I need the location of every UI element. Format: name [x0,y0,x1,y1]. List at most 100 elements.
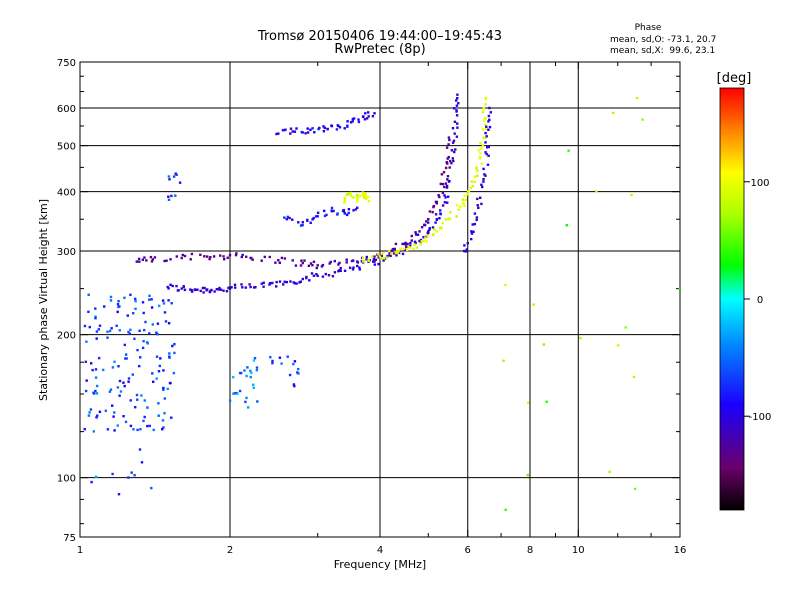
echo-point [173,343,176,346]
echo-point [532,303,535,306]
echo-point [316,211,320,214]
echo-point [449,211,452,214]
echo-point [226,256,229,259]
echo-point [395,254,398,257]
echo-point [447,195,450,198]
echo-point [166,387,169,391]
echo-point [183,288,187,292]
echo-point [399,247,402,250]
echo-point [406,242,409,246]
echo-point [475,216,479,219]
echo-point [409,246,412,249]
echo-point [316,215,319,218]
y-axis-label: Stationary phase Virtual Height [km] [37,199,50,401]
echo-point [157,370,161,373]
echo-point [446,157,449,160]
echo-point [425,240,428,243]
colorbar-ticks: 100 0 -100 [744,178,771,423]
echo-point [321,275,325,278]
echo-point [115,324,118,327]
echo-point [343,127,346,130]
echo-point [437,194,440,197]
echo-point [167,299,170,302]
echo-point [122,381,125,384]
echo-point [361,115,365,118]
echo-point [579,336,582,340]
echo-point [132,428,135,431]
echo-point [367,111,370,114]
echo-point [87,310,90,313]
echo-point [286,215,290,219]
echo-point [414,233,418,236]
echo-point [113,360,116,363]
echo-point [470,230,473,233]
echo-point [106,428,110,431]
echo-point [206,288,209,291]
y-tick-label: 600 [57,104,76,115]
echo-point [484,96,487,100]
echo-point [94,475,98,478]
echo-point [138,260,141,263]
echo-point [338,261,341,265]
echo-point [209,256,212,259]
echo-point [291,259,294,262]
echo-point [464,198,467,202]
echo-point [146,424,149,428]
echo-point [245,255,248,258]
echo-point [388,252,391,255]
echo-point [275,132,278,136]
echo-point [116,386,120,389]
echo-point [487,120,490,123]
echo-point [420,226,424,229]
echo-point [235,252,238,255]
echo-point [127,330,130,334]
echo-point [240,255,243,259]
echo-point [90,480,93,484]
echo-point [88,325,91,329]
echo-point [291,130,294,133]
echo-point [351,268,355,271]
echo-point [391,247,395,251]
echo-point [455,114,459,117]
echo-point [271,359,274,363]
echo-point [465,248,468,251]
echo-point [124,357,127,360]
echo-point [365,258,368,261]
echo-point [152,380,155,383]
echo-point [162,387,165,390]
echo-point [169,283,172,286]
echo-point [146,406,149,409]
echo-point [183,254,187,258]
echo-point [414,231,417,234]
echo-point [447,180,451,183]
echo-point [453,107,456,110]
echo-point [240,371,243,375]
echo-point [244,400,247,404]
echo-point [138,329,141,332]
echo-point [565,224,568,227]
echo-point [478,157,482,160]
echo-point [450,162,453,165]
echo-point [209,289,212,293]
echo-point [136,428,139,432]
echo-point [134,300,137,303]
echo-point [83,324,87,328]
echo-point [251,258,254,261]
echo-point [367,115,370,118]
echo-point [249,285,252,289]
echo-point [473,222,476,226]
echo-point [444,182,447,185]
echo-point [117,493,121,496]
echo-point [167,175,171,178]
echo-point [127,380,130,383]
colorbar-tick-label: 0 [757,295,763,306]
echo-point [354,208,358,211]
echo-point [397,250,400,253]
echo-point [299,280,302,283]
echo-point [365,255,368,259]
echo-point [446,201,449,204]
echo-point [262,281,265,284]
gridlines [80,62,680,537]
colorbar [720,88,744,510]
echo-point [373,260,376,263]
